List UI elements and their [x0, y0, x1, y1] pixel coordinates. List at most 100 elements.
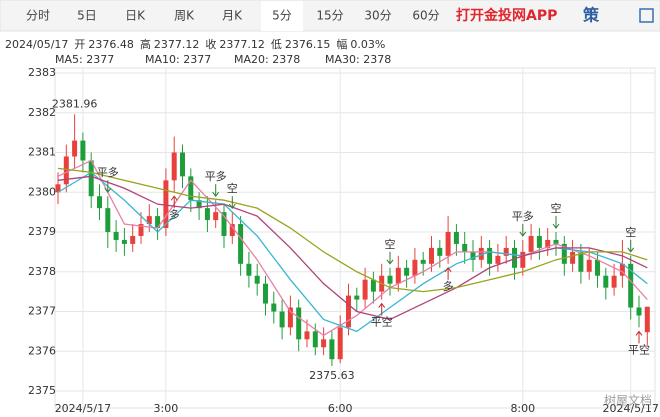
tab[interactable]: 5日: [77, 9, 97, 23]
app-link[interactable]: 打开金投网APP: [456, 7, 557, 24]
candle-body: [611, 275, 617, 288]
y-tick-label: 2381: [28, 146, 56, 159]
ma-line: [57, 167, 648, 293]
candle-body: [171, 152, 177, 181]
candle-body: [271, 303, 277, 312]
candle-body: [553, 239, 559, 244]
candle-body: [180, 152, 185, 177]
signal-label: 空: [625, 225, 636, 239]
candle-body: [213, 212, 219, 221]
candle-body: [412, 259, 418, 276]
candle-body: [387, 275, 393, 284]
candle-body: [545, 239, 551, 248]
candle-body: [97, 196, 102, 209]
signal-label: 平多: [97, 165, 119, 179]
candle-body: [146, 216, 152, 225]
candle-body: [362, 279, 368, 300]
info-value: 0.03%: [350, 38, 385, 51]
expand-icon[interactable]: [639, 8, 654, 23]
candle-body: [370, 279, 376, 292]
candle-body: [337, 327, 343, 360]
legend-entry: MA5: 2377: [55, 53, 114, 66]
tab-selected-bg: [261, 1, 303, 31]
legend-entry: MA10: 2377: [145, 53, 211, 66]
candle-body: [138, 224, 144, 236]
candle-body: [354, 295, 360, 300]
candle-body: [644, 306, 650, 333]
tab[interactable]: 60分: [412, 9, 439, 23]
candle-body: [487, 247, 493, 264]
candle-body: [603, 275, 609, 288]
candle-body: [495, 255, 501, 264]
signal-arrow-head: [228, 203, 236, 209]
signal-arrow-head: [635, 330, 643, 336]
watermark: 树屋文档: [604, 393, 652, 408]
info-label: 收: [205, 37, 216, 51]
tab[interactable]: 月K: [222, 9, 243, 23]
candle-body: [453, 232, 459, 244]
tab[interactable]: 日K: [125, 9, 146, 23]
candle-body: [619, 263, 625, 276]
signal-arrow-head: [627, 247, 635, 253]
tab[interactable]: 5分: [272, 9, 292, 23]
candle-body: [105, 208, 111, 232]
signal-arrow-head: [212, 191, 220, 198]
candle-body: [196, 200, 202, 209]
ma-line: [57, 159, 648, 337]
tab[interactable]: 30分: [364, 9, 391, 23]
y-tick-label: 2380: [28, 185, 56, 198]
legend-entry: MA30: 2378: [325, 53, 391, 66]
tab[interactable]: 分时: [26, 9, 50, 23]
candle-body: [63, 156, 69, 185]
signal-label: 平多: [512, 209, 534, 223]
candle-body: [329, 339, 335, 360]
plot-frame: [54, 67, 656, 409]
tab[interactable]: 周K: [174, 9, 195, 23]
candle-body: [229, 224, 235, 236]
candle-body: [636, 307, 642, 316]
info-date: 2024/05/17: [5, 38, 68, 51]
candle-body: [512, 247, 517, 268]
x-tick-label: 3:00: [154, 402, 179, 415]
tab[interactable]: 15分: [316, 9, 343, 23]
candle-body: [462, 243, 468, 252]
x-tick-label: 2024/5/17: [602, 402, 658, 415]
x-tick-label: 2024/5/17: [55, 402, 111, 415]
info-value: 2376.48: [88, 38, 134, 51]
candle-body: [80, 140, 86, 161]
signal-label: 空: [227, 181, 238, 195]
candle-body: [246, 263, 252, 276]
candle-body: [238, 224, 244, 264]
signal-label: 空: [551, 201, 562, 215]
signal-arrow-head: [104, 187, 112, 194]
info-value: 2377.12: [219, 38, 265, 51]
candle-body: [346, 295, 351, 328]
y-tick-label: 2382: [28, 106, 56, 119]
candle-body: [72, 140, 78, 157]
candle-body: [395, 267, 401, 284]
candle-body: [437, 247, 443, 256]
candle-body: [155, 216, 161, 229]
candle-body: [628, 263, 634, 308]
candle-body: [130, 235, 136, 244]
candle-body: [163, 180, 169, 229]
x-tick-label: 8:00: [510, 402, 535, 415]
signal-label: 平多: [205, 169, 227, 183]
candle-body: [528, 235, 534, 252]
signal-arrow-head: [444, 266, 452, 273]
signal-arrow-head: [170, 195, 178, 201]
candle-body: [429, 247, 434, 264]
signal-label: 平空: [371, 315, 393, 329]
candle-body: [321, 339, 327, 348]
info-label: 低: [271, 38, 282, 51]
candle-body: [470, 251, 476, 260]
candle-body: [204, 208, 210, 221]
strategy-icon[interactable]: 策: [582, 6, 600, 25]
signal-arrow-head: [378, 302, 386, 308]
legend-entry: MA20: 2378: [234, 53, 300, 66]
y-tick-label: 2375: [28, 384, 56, 397]
info-value: 2376.15: [285, 38, 331, 51]
candle-body: [578, 251, 584, 272]
y-tick-label: 2379: [28, 225, 56, 238]
